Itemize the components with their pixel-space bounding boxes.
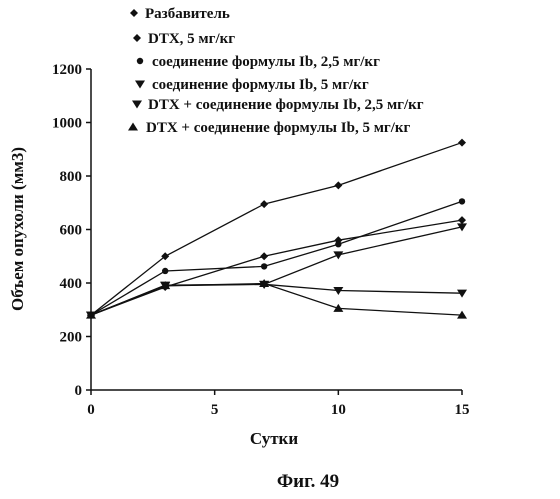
y-axis-title: Объем опухоли (мм3): [8, 147, 27, 311]
legend-item: DTX + соединение формулы Ib, 2,5 мг/кг: [132, 97, 424, 113]
data-point: [260, 200, 268, 208]
legend-item: Разбавитель: [130, 6, 230, 22]
legend-marker: [130, 9, 138, 17]
series-line-2: [91, 220, 462, 315]
data-point: [261, 263, 267, 269]
series-line-5: [91, 284, 462, 315]
legend-label: DTX + соединение формулы Ib, 5 мг/кг: [146, 120, 411, 136]
data-point: [335, 241, 341, 247]
data-point: [458, 139, 466, 147]
series-line-6: [91, 284, 462, 316]
data-point: [162, 268, 168, 274]
series-lines: [91, 143, 462, 316]
legend-marker: [128, 123, 138, 131]
data-point: [458, 216, 466, 224]
y-tick-label: 600: [60, 223, 83, 239]
legend: Разбавитель DTX, 5 мг/кг соединение формул…: [128, 6, 424, 136]
y-tick-label: 1000: [52, 116, 82, 132]
legend-label: соединение формулы Ib, 2,5 мг/кг: [152, 54, 380, 70]
y-tick-label: 1200: [52, 62, 82, 78]
x-tick-label: 5: [211, 402, 219, 418]
x-axis-title: Сутки: [250, 429, 298, 448]
legend-marker: [133, 34, 141, 42]
y-tick-label: 400: [60, 276, 83, 292]
legend-label: соединение формулы Ib, 5 мг/кг: [152, 77, 369, 93]
legend-item: DTX + соединение формулы Ib, 5 мг/кг: [128, 120, 411, 136]
y-tick-label: 200: [60, 330, 83, 346]
legend-marker: [135, 81, 145, 89]
legend-marker: [137, 58, 143, 64]
x-tick-label: 0: [87, 402, 95, 418]
legend-label: Разбавитель: [145, 6, 230, 22]
y-tick-label: 0: [75, 383, 83, 399]
figure-caption: Фиг. 49: [277, 471, 339, 492]
x-tick-label: 15: [455, 402, 470, 418]
legend-item: соединение формулы Ib, 5 мг/кг: [135, 77, 369, 93]
x-tick-label: 10: [331, 402, 346, 418]
legend-item: соединение формулы Ib, 2,5 мг/кг: [137, 54, 380, 70]
series-line-3: [91, 201, 462, 315]
data-point: [260, 252, 268, 260]
y-tick-label: 800: [60, 169, 83, 185]
legend-label: DTX + соединение формулы Ib, 2,5 мг/кг: [148, 97, 424, 113]
data-point: [459, 198, 465, 204]
legend-item: DTX, 5 мг/кг: [133, 31, 235, 47]
legend-marker: [132, 101, 142, 109]
legend-label: DTX, 5 мг/кг: [148, 31, 235, 47]
data-point: [334, 181, 342, 189]
data-point: [333, 251, 343, 259]
